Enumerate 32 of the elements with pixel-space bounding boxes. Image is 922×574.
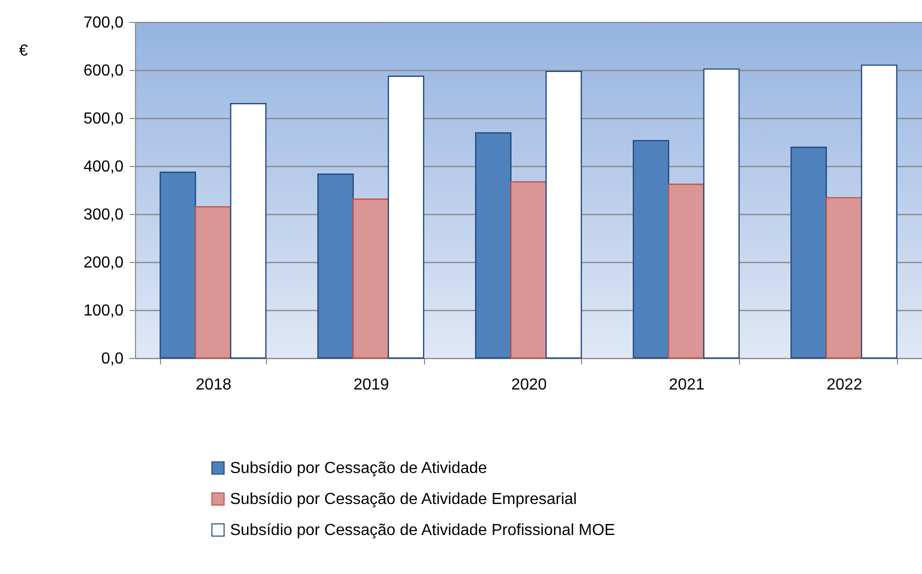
- x-tick-label: 2022: [826, 376, 862, 394]
- bar: [510, 181, 547, 359]
- x-tick-label: 2021: [668, 376, 705, 394]
- bar: [388, 76, 424, 359]
- y-tick-label: 300,0: [83, 206, 124, 224]
- bar: [194, 206, 232, 359]
- bar: [475, 132, 512, 359]
- x-tick-label: 2020: [511, 376, 547, 394]
- y-tick-label: 700,0: [83, 14, 124, 32]
- bar: [668, 184, 704, 359]
- bar: [317, 174, 354, 359]
- bar: [632, 140, 670, 359]
- bar: [160, 172, 196, 359]
- bar: [826, 197, 862, 359]
- y-tick-label: 0,0: [101, 350, 124, 368]
- bar: [546, 70, 582, 359]
- y-tick-label: 100,0: [83, 302, 124, 320]
- y-tick-label: 600,0: [83, 62, 124, 80]
- y-tick-label: 500,0: [83, 110, 124, 128]
- bar: [860, 64, 898, 359]
- legend-label: Subsídio por Cessação de Atividade Empresarial: [230, 491, 577, 508]
- x-tick-label: 2018: [196, 376, 232, 394]
- x-tick-label: 2019: [353, 376, 390, 394]
- y-axis-title: €: [19, 42, 28, 60]
- legend-label: Subsídio por Cessação de Atividade: [230, 460, 488, 477]
- bar: [230, 103, 267, 359]
- bar: [352, 198, 389, 359]
- y-tick-label: 400,0: [83, 158, 124, 176]
- bar: [703, 68, 740, 359]
- bar: [790, 146, 827, 359]
- legend-label: Subsídio por Cessação de Atividade Profissional MOE: [230, 522, 616, 539]
- y-tick-label: 200,0: [83, 254, 124, 272]
